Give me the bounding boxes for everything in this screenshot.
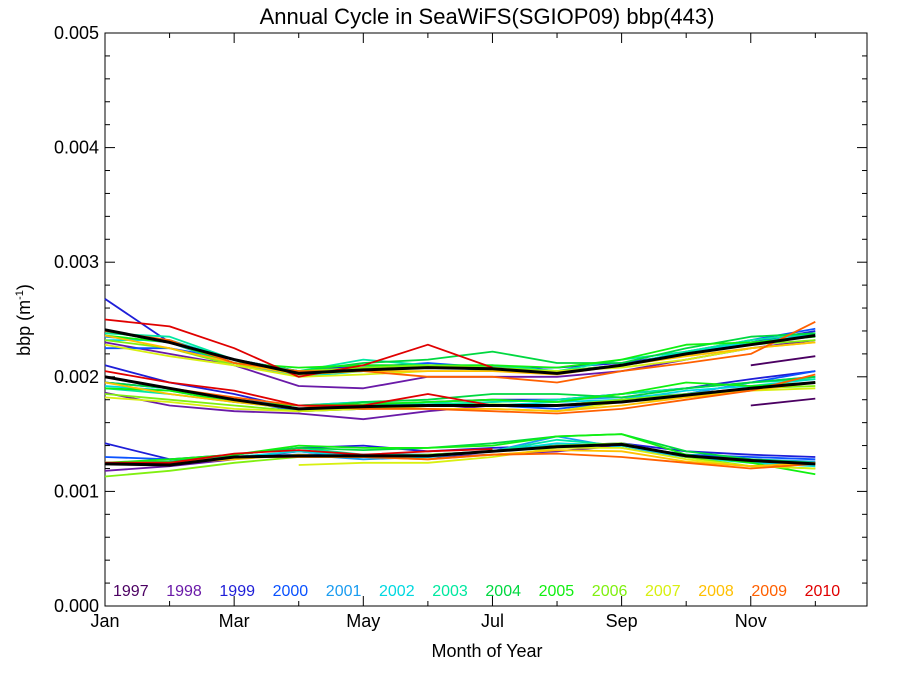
series-lines	[104, 298, 816, 478]
legend-item-2007: 2007	[645, 583, 681, 600]
chart-title: Annual Cycle in SeaWiFS(SGIOP09) bbp(443…	[260, 4, 715, 29]
series-line-2010-upper	[104, 318, 493, 378]
plot-frame	[104, 32, 868, 607]
x-tick-label: Jul	[481, 611, 504, 631]
legend-item-2009: 2009	[751, 583, 787, 600]
series-line-2010-lower	[105, 448, 493, 464]
x-tick-label: Sep	[606, 611, 638, 631]
x-tick-label: Jan	[90, 611, 119, 631]
x-tick-label: Mar	[219, 611, 250, 631]
mean-line-lower	[104, 442, 816, 467]
x-tick-labels: Jan Mar May Jul Sep Nov	[90, 611, 766, 631]
legend-item-1998: 1998	[166, 583, 202, 600]
series-line-2008-middle	[104, 381, 816, 413]
legend-item-2003: 2003	[432, 583, 468, 600]
x-axis-label: Month of Year	[431, 641, 542, 661]
y-tick-label: 0.002	[54, 367, 99, 387]
y-axis-label: bbp (m-1)	[14, 284, 34, 356]
y-axis-label-end: )	[14, 284, 34, 290]
y-tick-label: 0.005	[54, 23, 99, 43]
legend-item-2002: 2002	[379, 583, 415, 600]
legend-item-2001: 2001	[326, 583, 362, 600]
series-line-1997-upper	[750, 355, 816, 367]
y-tick-label: 0.004	[54, 138, 99, 158]
legend-item-2005: 2005	[539, 583, 575, 600]
legend-item-1997: 1997	[113, 583, 149, 600]
mean-line-middle	[104, 375, 816, 411]
series-line-1997-middle	[750, 397, 816, 407]
series-line-2008-upper	[104, 334, 816, 376]
y-tick-label: 0.003	[54, 252, 99, 272]
x-tick-label: May	[346, 611, 380, 631]
x-tick-label: Nov	[735, 611, 767, 631]
y-tick-label: 0.000	[54, 596, 99, 616]
mean-line-upper	[104, 328, 816, 375]
mean-lines	[104, 328, 816, 467]
series-line-2009-upper	[104, 320, 816, 384]
legend-item-2008: 2008	[698, 583, 734, 600]
y-tick-labels: 0.000 0.001 0.002 0.003 0.004 0.005	[54, 23, 99, 616]
axis-ticks	[104, 32, 867, 607]
series-line-2009-middle	[104, 373, 816, 415]
y-tick-label: 0.001	[54, 481, 99, 501]
y-axis-label-sup: -1	[14, 290, 26, 300]
legend-item-2000: 2000	[273, 583, 309, 600]
legend: 1997 1998 1999 2000 2001 2002 2003 2004 2005 2006…	[113, 583, 840, 600]
legend-item-2004: 2004	[485, 583, 521, 600]
legend-item-2006: 2006	[592, 583, 628, 600]
legend-item-2010: 2010	[805, 583, 841, 600]
legend-item-1999: 1999	[219, 583, 255, 600]
series-line-2010-middle	[104, 370, 493, 407]
y-axis-label-main: bbp (m	[14, 300, 34, 356]
